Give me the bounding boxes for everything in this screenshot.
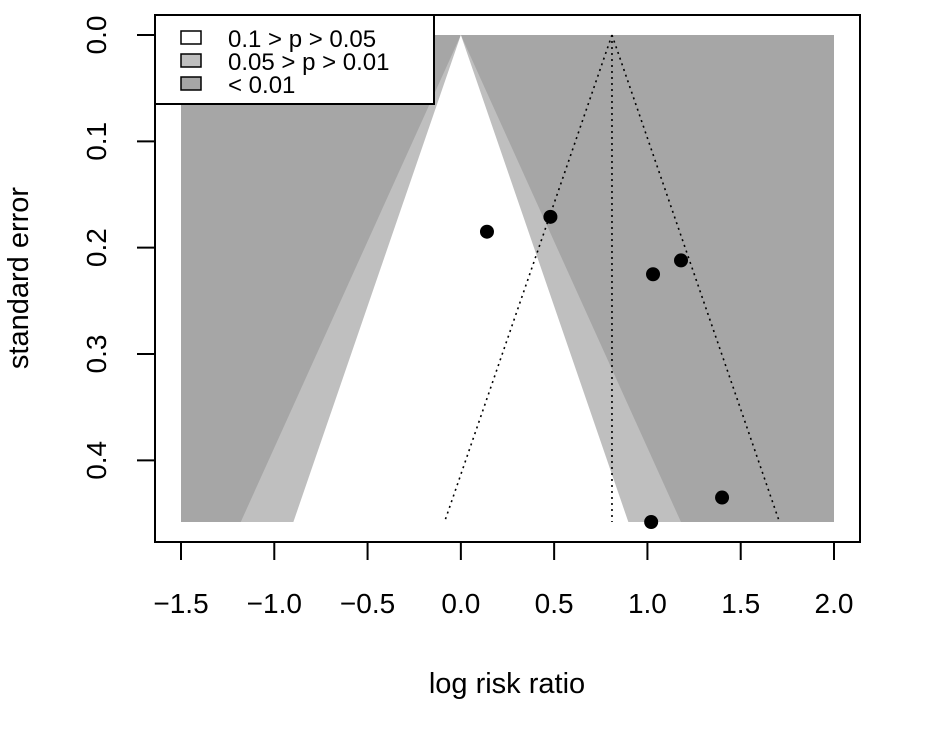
legend-label-p-0.05: 0.05 > p > 0.01	[228, 49, 389, 76]
y-tick-label: 0.0	[81, 16, 112, 55]
contour-region-z-1.645	[320, 35, 602, 522]
y-axis: 0.0 0.1 0.2 0.3 0.4	[81, 16, 156, 480]
funnel-right-line	[611, 34, 781, 523]
y-tick-label: 0.2	[81, 228, 112, 267]
data-point-4	[674, 253, 689, 268]
legend-label-p-0.1: 0.1 > p > 0.05	[228, 26, 376, 53]
x-tick-label: −0.5	[340, 588, 395, 619]
data-point-1	[479, 224, 494, 239]
x-tick-label: 0.0	[441, 588, 480, 619]
y-axis-title: standard error	[3, 187, 35, 369]
funnel-lines	[443, 34, 781, 523]
x-tick-label: 1.0	[628, 588, 667, 619]
x-axis-title: log risk ratio	[429, 668, 585, 700]
legend: 0.1 > p > 0.05 0.05 > p > 0.01 < 0.01	[154, 14, 435, 105]
funnel-left-line	[443, 34, 613, 523]
legend-label-p-0.01: < 0.01	[228, 72, 295, 99]
legend-swatch-white	[180, 30, 202, 45]
y-tick-label: 0.3	[81, 335, 112, 374]
x-axis: −1.5 −1.0 −0.5 0.0 0.5 1.0 1.5 2.0	[153, 541, 854, 619]
legend-swatch-dark-gray	[180, 76, 202, 91]
contour-regions	[181, 35, 834, 522]
y-tick-label: 0.1	[81, 122, 112, 161]
data-point-6	[644, 515, 659, 529]
data-point-5	[715, 490, 730, 505]
y-tick-label: 0.4	[81, 441, 112, 480]
data-point-3	[646, 267, 661, 282]
x-tick-label: 2.0	[815, 588, 854, 619]
data-points	[479, 209, 730, 529]
x-tick-label: 1.5	[721, 588, 760, 619]
x-tick-label: 0.5	[535, 588, 574, 619]
legend-swatch-light-gray	[180, 53, 202, 68]
x-tick-label: −1.5	[153, 588, 208, 619]
x-tick-label: −1.0	[247, 588, 302, 619]
data-point-2	[543, 209, 558, 224]
